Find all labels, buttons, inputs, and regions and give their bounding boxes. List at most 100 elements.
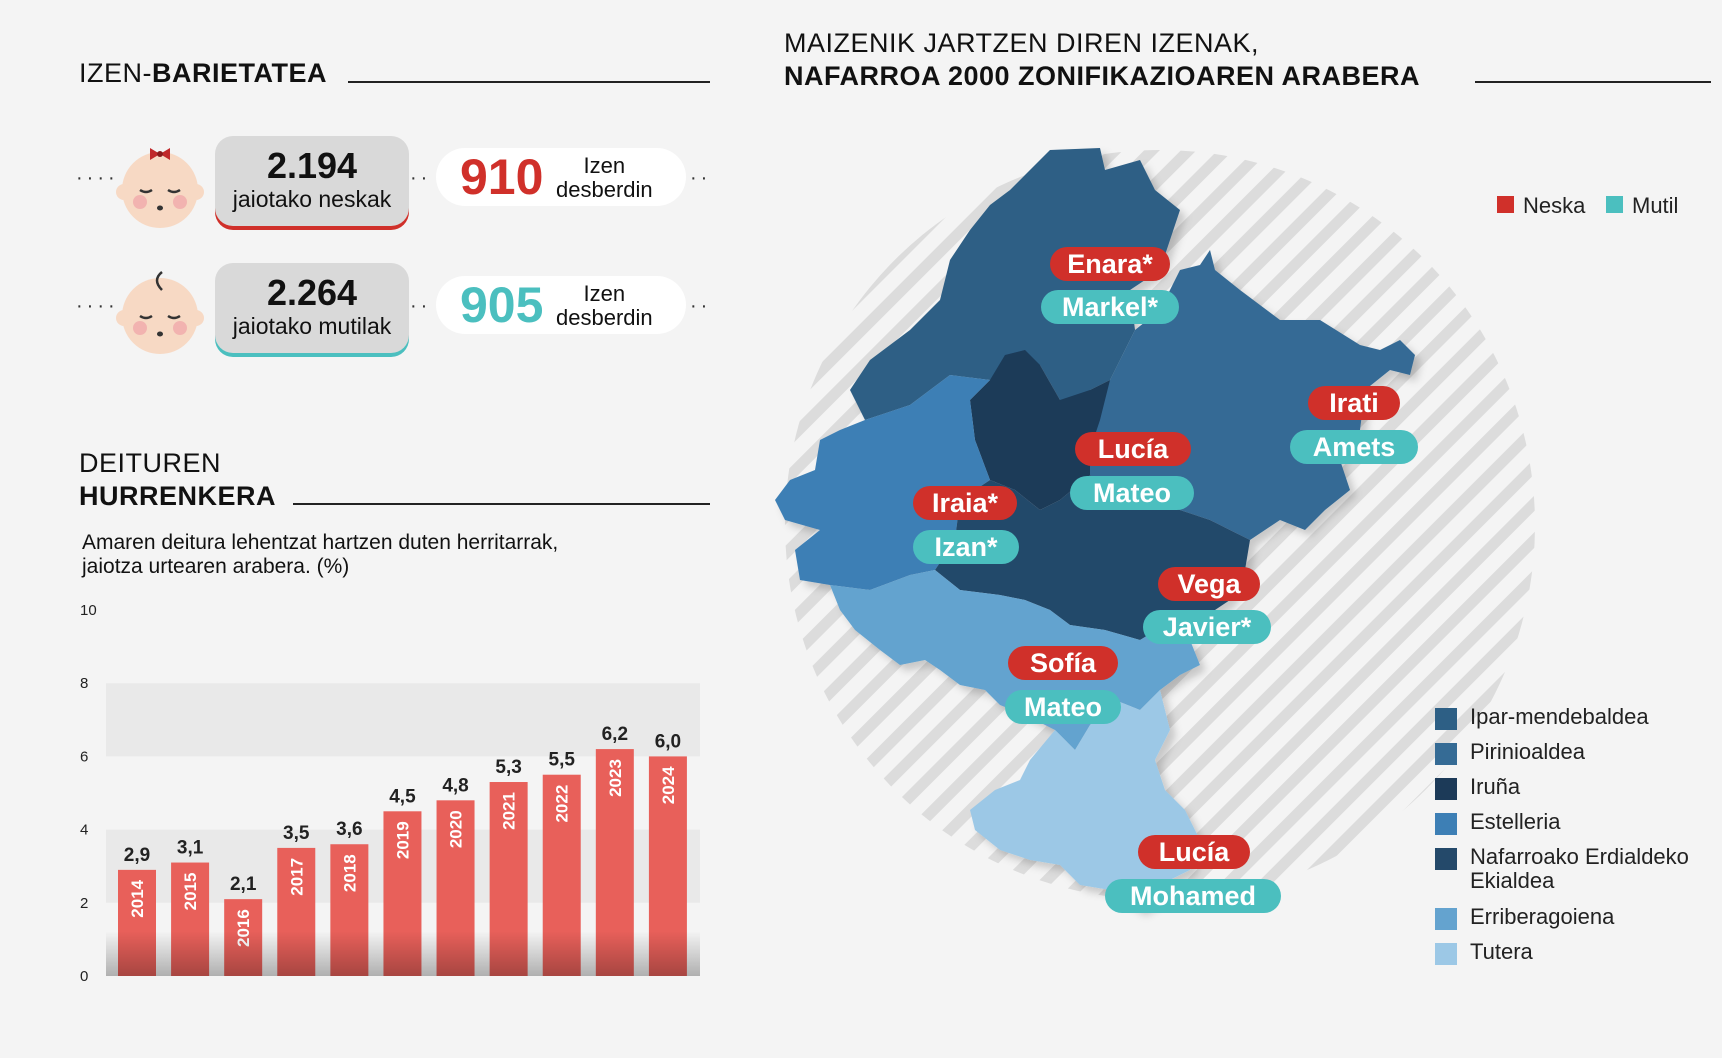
girls-unique-label-2: desberdin bbox=[556, 177, 653, 202]
y-tick-label: 0 bbox=[80, 968, 88, 985]
bar-value-label: 3,1 bbox=[177, 838, 204, 859]
bar-year-label: 2020 bbox=[447, 810, 466, 848]
baby-boy-icon bbox=[116, 271, 204, 354]
zone-legend-label: Tutera bbox=[1470, 939, 1533, 964]
bar-value-label: 3,5 bbox=[283, 823, 310, 844]
bar-value-label: 2,9 bbox=[124, 845, 150, 866]
girl-name-pill: Enara* bbox=[1050, 247, 1170, 281]
bar-value-label: 6,2 bbox=[602, 724, 628, 745]
baby-girl-icon bbox=[116, 148, 204, 228]
girl-dots-mid: ·· bbox=[410, 167, 432, 189]
zone-ipar-mendebaldea bbox=[850, 148, 1180, 420]
boy-name-pill: Mateo bbox=[1070, 476, 1194, 510]
girl-name-pill: Iraia* bbox=[913, 486, 1017, 520]
boy-dots-mid: ·· bbox=[410, 295, 432, 317]
surnames-title-light: DEITUREN bbox=[79, 448, 222, 478]
zone-legend-swatch bbox=[1435, 743, 1457, 765]
surnames-rule bbox=[293, 503, 710, 505]
bar-year-label: 2019 bbox=[393, 821, 412, 859]
zone-legend-label: Nafarroako Erdialdeko Ekialdea bbox=[1470, 844, 1689, 893]
bar-year-label: 2015 bbox=[181, 873, 200, 911]
girl-dots-left: ···· bbox=[76, 167, 119, 189]
boys-unique-count: 905 bbox=[460, 277, 544, 333]
bar-value-label: 3,6 bbox=[336, 819, 362, 840]
surnames-title-bold: HURRENKERA bbox=[79, 481, 277, 511]
boy-name-pill: Mohamed bbox=[1105, 879, 1281, 913]
boys-unique-label: Izen desberdin bbox=[556, 282, 653, 330]
boys-count-label: jaiotako mutilak bbox=[232, 313, 392, 339]
girl-name-pill: Irati bbox=[1308, 386, 1400, 420]
variety-title-bold: BARIETATEA bbox=[152, 58, 327, 88]
boy-name-pill: Mateo bbox=[1005, 690, 1121, 724]
girl-name-pill: Lucía bbox=[1138, 835, 1250, 869]
zone-legend-swatch bbox=[1435, 778, 1457, 800]
bar-value-label: 5,3 bbox=[495, 757, 521, 778]
zone-legend-label: Ipar-mendebaldea bbox=[1470, 704, 1649, 729]
zone-legend-label: Pirinioaldea bbox=[1470, 739, 1585, 764]
bar-year-label: 2018 bbox=[340, 854, 359, 892]
y-tick-label: 4 bbox=[80, 822, 88, 839]
y-tick-label: 2 bbox=[80, 895, 88, 912]
boys-count: 2.264 bbox=[266, 272, 358, 313]
bar-year-label: 2014 bbox=[128, 879, 147, 917]
chart-subtitle-line-1: Amaren deitura lehentzat hartzen duten h… bbox=[82, 531, 559, 554]
bar-year-label: 2017 bbox=[287, 858, 306, 896]
girls-unique-label-1: Izen bbox=[583, 153, 626, 178]
bar-value-label: 2,1 bbox=[230, 874, 257, 895]
bar-year-label: 2024 bbox=[659, 766, 678, 804]
bar-value-label: 5,5 bbox=[549, 750, 576, 771]
bar-year-label: 2023 bbox=[606, 759, 625, 797]
map-title-rule bbox=[1475, 81, 1711, 83]
boys-unique-pill: 905 Izen desberdin bbox=[436, 276, 686, 334]
boys-unique-label-1: Izen bbox=[583, 281, 626, 306]
y-tick-label: 8 bbox=[80, 675, 88, 692]
bar-value-label: 4,8 bbox=[442, 775, 468, 796]
girls-count: 2.194 bbox=[266, 145, 358, 186]
bar-year-label: 2021 bbox=[500, 792, 519, 830]
bar-value-label: 4,5 bbox=[389, 786, 416, 807]
zone-legend-swatch bbox=[1435, 848, 1457, 870]
girls-count-label: jaiotako neskak bbox=[232, 186, 392, 212]
map-title-1: MAIZENIK JARTZEN DIREN IZENAK, bbox=[784, 28, 1260, 58]
boy-name-pill: Amets bbox=[1290, 430, 1418, 464]
y-tick-label: 6 bbox=[80, 748, 88, 765]
girl-name-pill: Sofía bbox=[1008, 646, 1118, 680]
map-title-2: NAFARROA 2000 ZONIFIKAZIOAREN ARABERA bbox=[784, 61, 1421, 91]
legend-boy-label: Mutil bbox=[1632, 193, 1679, 218]
boy-name-pill: Markel* bbox=[1041, 290, 1179, 324]
girl-dots-right: ·· bbox=[690, 167, 712, 189]
legend-boy-swatch bbox=[1606, 196, 1623, 213]
zone-legend-swatch bbox=[1435, 908, 1457, 930]
legend-girl-swatch bbox=[1497, 196, 1514, 213]
zone-legend-label: Erriberagoiena bbox=[1470, 904, 1615, 929]
zone-legend-swatch bbox=[1435, 708, 1457, 730]
bar-value-label: 6,0 bbox=[655, 731, 681, 752]
zone-pirinioaldea bbox=[1090, 250, 1415, 540]
zone-legend-label: Iruña bbox=[1470, 774, 1521, 799]
zone-legend-swatch bbox=[1435, 813, 1457, 835]
boys-count-pill: 2.264 jaiotako mutilak bbox=[215, 263, 409, 353]
y-tick-label: 10 bbox=[80, 602, 97, 619]
boy-name-pill: Izan* bbox=[913, 530, 1019, 564]
chart-subtitle-line-2: jaiotza urtearen arabera. (%) bbox=[82, 555, 350, 578]
bar-year-label: 2022 bbox=[553, 785, 572, 823]
variety-rule bbox=[348, 81, 710, 83]
zone-iruna bbox=[970, 350, 1110, 510]
girls-unique-pill: 910 Izen desberdin bbox=[436, 148, 686, 206]
chart-subtitle: Amaren deitura lehentzat hartzen duten h… bbox=[82, 531, 558, 579]
boy-dots-right: ·· bbox=[690, 295, 712, 317]
bottom-shade bbox=[106, 931, 700, 976]
boy-name-pill: Javier* bbox=[1143, 610, 1271, 644]
zone-legend-label: Estelleria bbox=[1470, 809, 1561, 834]
girls-unique-label: Izen desberdin bbox=[556, 154, 653, 202]
girls-count-pill: 2.194 jaiotako neskak bbox=[215, 136, 409, 226]
zone-legend-swatch bbox=[1435, 943, 1457, 965]
legend-girl-label: Neska bbox=[1523, 193, 1586, 218]
girl-name-pill: Lucía bbox=[1075, 432, 1191, 466]
girl-name-pill: Vega bbox=[1158, 567, 1260, 601]
grid-band bbox=[106, 683, 700, 757]
boys-unique-label-2: desberdin bbox=[556, 305, 653, 330]
boy-dots-left: ···· bbox=[76, 295, 119, 317]
girls-unique-count: 910 bbox=[460, 149, 544, 205]
